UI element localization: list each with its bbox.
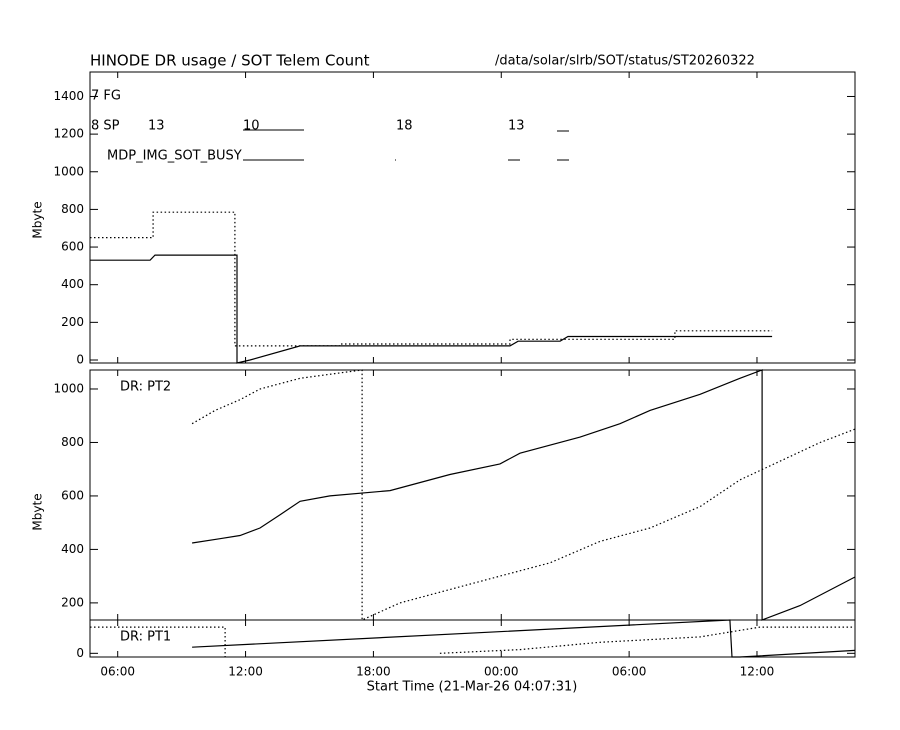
y-tick-label: 1000: [53, 164, 84, 178]
x-tick-label: 12:00: [228, 665, 263, 679]
x-tick-label: 00:00: [484, 665, 519, 679]
y-tick-label: 400: [61, 542, 84, 556]
panel-label: DR: PT1: [120, 630, 171, 645]
x-tick-label: 06:00: [612, 665, 647, 679]
data-line: [192, 369, 856, 621]
x-tick-label: 18:00: [356, 665, 391, 679]
y-tick-label: 400: [61, 277, 84, 291]
panel-label: DR: PT2: [120, 380, 171, 395]
y-tick-label: 0: [76, 646, 84, 660]
plot-frame: [89, 71, 856, 364]
plot-frame: [89, 619, 856, 658]
x-tick-label: 06:00: [100, 665, 135, 679]
file-path: /data/solar/slrb/SOT/status/ST20260322: [495, 54, 755, 69]
data-line: [90, 626, 855, 657]
y-tick-label: 800: [61, 202, 84, 216]
annotation: MDP_IMG_SOT_BUSY: [107, 149, 242, 164]
annotation: 13: [508, 119, 525, 134]
y-tick-label: 1400: [53, 89, 84, 103]
x-tick-label: 12:00: [740, 665, 775, 679]
y-tick-label: 200: [61, 315, 84, 329]
y-tick-label: 600: [61, 240, 84, 254]
annotation: 10: [243, 119, 260, 134]
annotation: 8 SP: [91, 119, 120, 134]
chart-title: HINODE DR usage / SOT Telem Count: [90, 52, 370, 70]
y-tick-label: 1200: [53, 127, 84, 141]
y-tick-label: 200: [61, 595, 84, 609]
annotation-underlines: [243, 129, 569, 161]
y-tick-label: 1000: [53, 381, 84, 395]
data-line: [192, 619, 856, 658]
y-tick-label: 600: [61, 488, 84, 502]
y-axis-label: Mbyte: [31, 201, 45, 238]
annotation: 13: [148, 119, 165, 134]
annotation: 18: [396, 119, 413, 134]
x-axis-label: Start Time (21-Mar-26 04:07:31): [367, 680, 578, 695]
y-tick-label: 0: [76, 352, 84, 366]
plot-frame: [89, 369, 856, 621]
data-line: [191, 369, 856, 621]
y-axis-label: Mbyte: [31, 493, 45, 530]
data-line: [90, 211, 773, 347]
data-line: [90, 254, 773, 364]
annotation: 7 FG: [91, 89, 121, 104]
y-tick-label: 800: [61, 435, 84, 449]
